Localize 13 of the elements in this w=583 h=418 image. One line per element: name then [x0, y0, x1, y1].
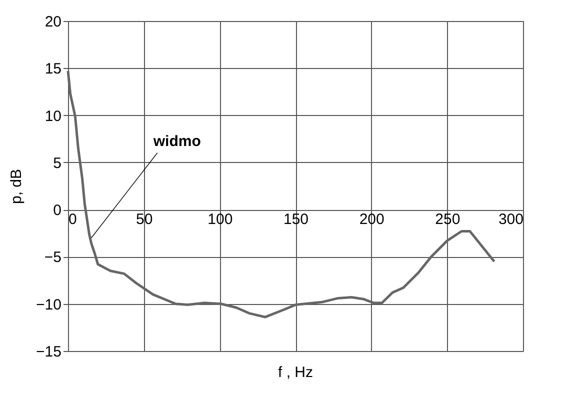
y-axis-title: p, dB: [8, 168, 26, 204]
x-axis-title: f , Hz: [278, 364, 314, 381]
x-tick-label: 0: [68, 211, 77, 228]
line-series: [66, 70, 496, 318]
y-tick-label: −5: [44, 249, 62, 266]
y-tick-label: 15: [44, 60, 62, 78]
y-tick-label: −10: [36, 296, 62, 314]
y-tick-label: 10: [44, 108, 62, 125]
y-tick-label: 20: [44, 14, 62, 30]
y-tick-label: 5: [53, 154, 62, 172]
annotation: widmo: [152, 132, 201, 150]
x-tick-label: 300: [498, 211, 524, 228]
y-tick-label: −15: [36, 344, 62, 360]
